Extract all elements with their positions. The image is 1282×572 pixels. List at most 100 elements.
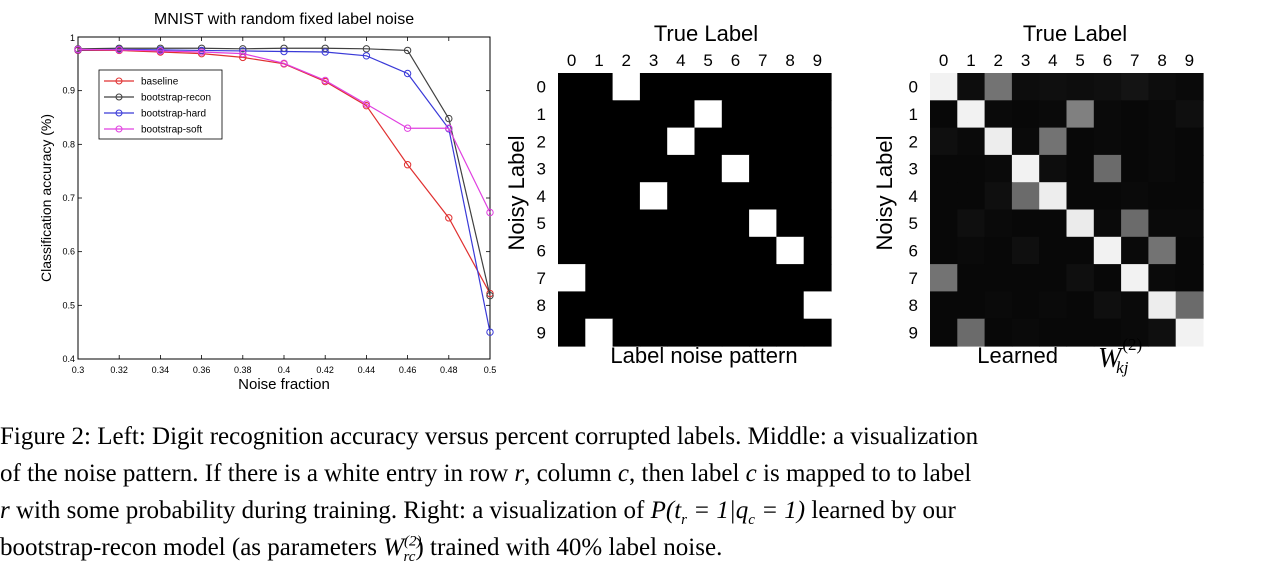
row-label: 2 bbox=[909, 132, 918, 151]
heatmap-cell bbox=[930, 318, 958, 347]
heatmap-cell bbox=[721, 154, 750, 183]
col-label: 8 bbox=[1157, 51, 1166, 70]
heatmap-cell bbox=[1148, 291, 1177, 320]
heatmap-cell bbox=[585, 264, 614, 292]
caption-text: , then label bbox=[629, 460, 740, 487]
heatmap-cell bbox=[558, 182, 586, 211]
line-chart: MNIST with random fixed label noise 0.3 0… bbox=[38, 11, 496, 393]
heatmap-cell bbox=[984, 318, 1013, 347]
heatmap-cell bbox=[1121, 182, 1149, 211]
heatmap-cell bbox=[585, 100, 614, 129]
caption-var: c bbox=[617, 460, 630, 487]
series-group bbox=[74, 44, 494, 336]
heatmap-cell bbox=[776, 100, 805, 129]
col-label: 3 bbox=[649, 51, 658, 70]
heatmap-cell bbox=[639, 154, 668, 183]
heatmap-cell bbox=[957, 236, 986, 265]
caption-label: Figure 2: bbox=[0, 423, 91, 450]
heatmap-caption: Learned bbox=[977, 343, 1058, 368]
data-point-bootstrap-soft bbox=[156, 47, 165, 55]
x-tick-label: 0.44 bbox=[358, 365, 376, 375]
heatmap-cell bbox=[1011, 291, 1040, 320]
col-label: 5 bbox=[703, 51, 712, 70]
heatmap-cell bbox=[803, 209, 832, 238]
heatmap-cell bbox=[776, 154, 805, 183]
y-tick-label: 0.4 bbox=[62, 354, 75, 364]
heatmap-cell bbox=[1121, 291, 1149, 320]
x-tick-label: 0.3 bbox=[72, 365, 85, 375]
row-label: 7 bbox=[909, 269, 918, 288]
heatmap-cell bbox=[585, 291, 614, 320]
heatmap-cell bbox=[1066, 100, 1095, 129]
legend-marker bbox=[115, 77, 123, 85]
heatmap-cell bbox=[1093, 73, 1122, 101]
row-label: 4 bbox=[537, 187, 546, 206]
heatmap-cell bbox=[585, 209, 614, 238]
data-point-bootstrap-soft bbox=[74, 45, 82, 54]
heatmap-cell bbox=[1121, 100, 1149, 129]
caption-var: r bbox=[514, 460, 525, 487]
axis-ticks: 0.3 0.32 0.34 0.36 0.38 0.4 0.42 0.44 0.46 0.48 0.… bbox=[62, 37, 496, 375]
heatmap-cell bbox=[558, 264, 586, 292]
heatmap-cell bbox=[721, 318, 750, 347]
heatmap-cell bbox=[957, 100, 986, 129]
heatmap-cell bbox=[694, 154, 723, 183]
heatmap-cell bbox=[930, 73, 958, 101]
heatmap-cell bbox=[957, 318, 986, 347]
caption-var: c bbox=[745, 460, 757, 487]
heatmap-cell bbox=[667, 209, 696, 238]
row-label: 9 bbox=[537, 323, 546, 342]
heatmap-cell bbox=[1066, 182, 1095, 211]
heatmap-cell bbox=[694, 318, 723, 347]
heatmap-cell bbox=[558, 100, 586, 129]
heatmap-cell bbox=[776, 209, 805, 238]
row-label: 0 bbox=[909, 78, 918, 97]
heatmap-cell bbox=[1039, 209, 1068, 238]
heatmap-cell bbox=[1011, 318, 1040, 347]
heatmap-cell bbox=[612, 127, 641, 156]
heatmap-cell bbox=[803, 318, 832, 347]
heatmap-cell bbox=[1093, 264, 1122, 292]
row-label: 3 bbox=[909, 160, 918, 179]
heatmap-cell bbox=[558, 291, 586, 320]
heatmap-cell bbox=[612, 182, 641, 211]
legend-label: bootstrap-recon bbox=[141, 93, 211, 104]
caption-text: , column bbox=[524, 460, 612, 487]
legend-marker bbox=[115, 93, 123, 101]
heatmap-cell bbox=[558, 209, 586, 238]
heatmap-cell bbox=[667, 318, 696, 347]
heatmap-cell bbox=[721, 209, 750, 238]
heatmap-cell bbox=[1121, 318, 1149, 347]
heatmap-cell bbox=[1093, 209, 1122, 238]
caption-line-3: r with some probability during training.… bbox=[0, 492, 1282, 529]
row-label: 8 bbox=[909, 296, 918, 315]
heatmap-cell bbox=[957, 154, 986, 183]
col-label: 3 bbox=[1021, 51, 1030, 70]
heatmap-cell bbox=[1011, 182, 1040, 211]
heatmap-cell bbox=[1039, 182, 1068, 211]
heatmap-cell bbox=[1066, 73, 1095, 101]
heatmap-cell bbox=[930, 291, 958, 320]
heatmap-cell bbox=[930, 182, 958, 211]
col-label: 5 bbox=[1075, 51, 1084, 70]
heatmap-cell bbox=[1175, 73, 1204, 101]
heatmap-cell bbox=[721, 127, 750, 156]
data-point-bootstrap-soft bbox=[445, 124, 453, 132]
heatmap-cell bbox=[1066, 318, 1095, 347]
heatmap-cell bbox=[776, 127, 805, 156]
heatmap-cell bbox=[1011, 127, 1040, 156]
col-label: 8 bbox=[785, 51, 794, 70]
caption-math: P(tr = 1|qc = 1) bbox=[650, 497, 806, 528]
heatmap-cell bbox=[1039, 291, 1068, 320]
figure-caption: Figure 2: Left: Digit recognition accura… bbox=[0, 418, 1282, 566]
heatmap-cell bbox=[639, 73, 668, 101]
heatmap-cell bbox=[1148, 318, 1177, 347]
heatmap-cell bbox=[803, 127, 832, 156]
heatmap-cell bbox=[930, 236, 958, 265]
heatmap-cell bbox=[1039, 154, 1068, 183]
heatmap-cell bbox=[612, 236, 641, 265]
heatmap-cell bbox=[585, 236, 614, 265]
caption-line-4: bootstrap-recon model (as parameters W(2… bbox=[0, 529, 1282, 566]
heatmap-cell bbox=[585, 127, 614, 156]
data-point-bootstrap-soft bbox=[280, 59, 288, 67]
